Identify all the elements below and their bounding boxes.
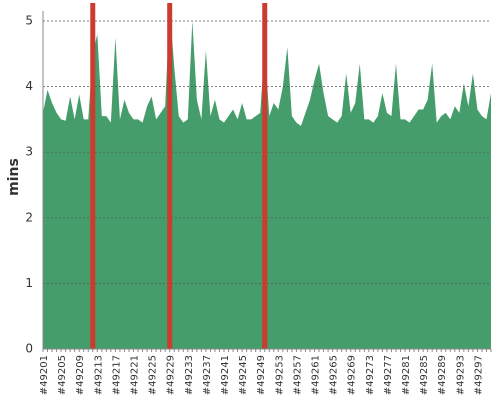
y-tick-label: 4	[25, 79, 33, 93]
x-tick-label: #49221	[130, 355, 141, 395]
x-tick-label: #49273	[365, 355, 376, 395]
x-tick-label: #49297	[473, 355, 484, 395]
y-tick-label: 0	[25, 342, 33, 356]
x-tick-label: #49225	[148, 355, 159, 395]
x-tick-label: #49241	[220, 355, 231, 395]
x-tick-label: #49217	[111, 355, 122, 395]
x-tick-label: #49293	[455, 355, 466, 395]
x-tick-label: #49265	[329, 355, 340, 395]
x-tick-label: #49245	[238, 355, 249, 395]
x-tick-label: #49257	[292, 355, 303, 395]
y-tick-label: 2	[25, 210, 33, 224]
y-tick-label: 1	[25, 276, 33, 290]
x-tick-label: #49201	[39, 355, 50, 395]
x-tick-label: #49289	[437, 355, 448, 395]
x-tick-label: #49281	[401, 355, 412, 395]
y-tick-label: 3	[25, 145, 33, 159]
x-tick-label: #49209	[75, 355, 86, 395]
x-tick-label: #49205	[57, 355, 68, 395]
x-tick-label: #49269	[347, 355, 358, 395]
x-tick-label: #49213	[93, 355, 104, 395]
x-tick-label: #49229	[166, 355, 177, 395]
y-axis-label: mins	[6, 158, 22, 196]
x-tick-label: #49277	[383, 355, 394, 395]
x-tick-label: #49237	[202, 355, 213, 395]
x-tick-label: #49233	[184, 355, 195, 395]
x-tick-label: #49249	[256, 355, 267, 395]
x-tick-label: #49253	[274, 355, 285, 395]
x-tick-label: #49285	[419, 355, 430, 395]
x-tick-label: #49261	[311, 355, 322, 395]
y-tick-label: 5	[25, 14, 33, 28]
